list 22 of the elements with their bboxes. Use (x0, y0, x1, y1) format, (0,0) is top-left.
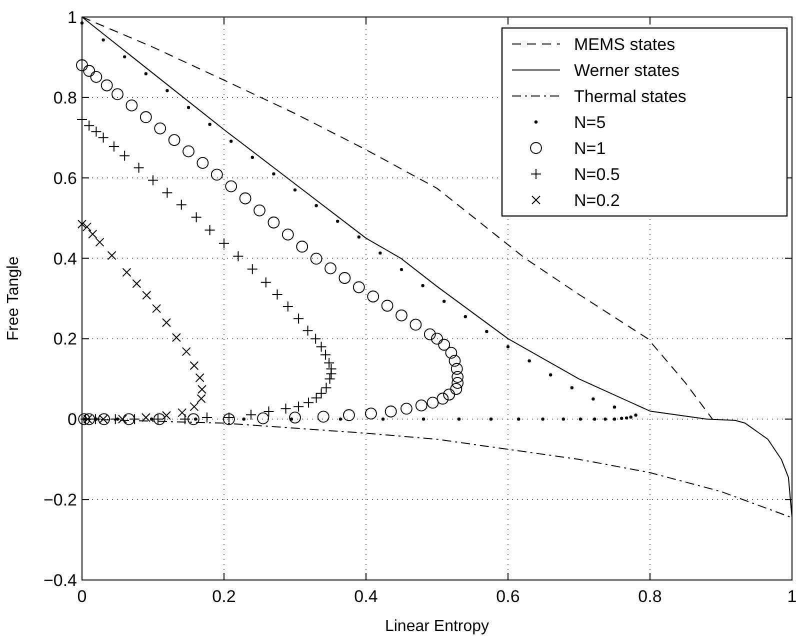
y-tick-label: 0.2 (53, 330, 77, 349)
legend-label: N=1 (574, 139, 606, 158)
x-tick-label: 1 (787, 587, 797, 606)
y-axis-title: Free Tangle (5, 256, 22, 341)
y-tick-label: 0.8 (53, 88, 77, 108)
legend-label: Thermal states (574, 87, 686, 106)
y-tick-label: 1 (68, 8, 77, 27)
y-tick-label: −0.2 (43, 490, 77, 510)
legend-label: N=0.2 (574, 191, 620, 210)
x-axis-title: Linear Entropy (384, 618, 490, 635)
legend-label: N=5 (574, 113, 606, 132)
legend-label: MEMS states (574, 35, 676, 54)
legend-label: Werner states (574, 61, 680, 80)
y-tick-label: 0 (68, 410, 77, 430)
x-tick-label: 0.2 (212, 587, 236, 606)
x-tick-label: 0.8 (638, 587, 662, 606)
x-tick-label: 0.6 (496, 587, 520, 606)
x-tick-label: 0.4 (354, 587, 378, 606)
legend-label: N=0.5 (574, 165, 620, 184)
y-tick-label: −0.4 (43, 571, 77, 590)
y-tick-label: 0.4 (53, 249, 77, 268)
y-tick-label: 0.6 (53, 168, 77, 188)
